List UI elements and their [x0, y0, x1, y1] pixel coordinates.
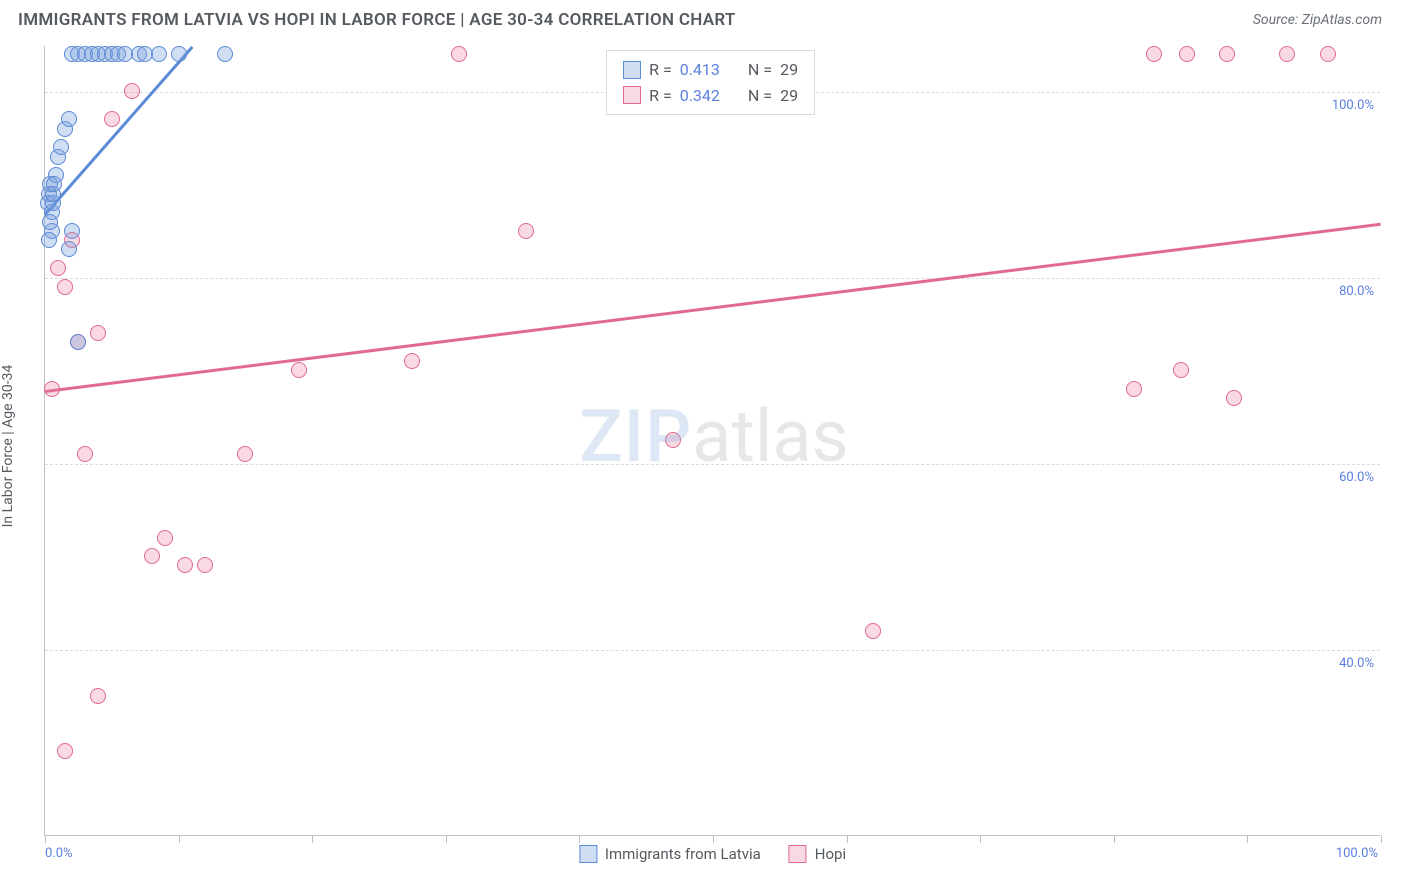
y-tick-label: 40.0%: [1339, 656, 1374, 671]
y-tick-label: 80.0%: [1339, 284, 1374, 299]
data-point-hopi: [177, 557, 193, 573]
data-point-hopi: [77, 446, 93, 462]
legend-swatch: [789, 845, 807, 863]
data-point-hopi: [1173, 362, 1189, 378]
x-tick: [1381, 835, 1382, 843]
y-axis-label: In Labor Force | Age 30-34: [0, 283, 16, 446]
data-point-hopi: [57, 279, 73, 295]
y-tick-label: 100.0%: [1332, 98, 1374, 113]
data-point-hopi: [1126, 381, 1142, 397]
x-tick: [847, 835, 848, 843]
data-point-hopi: [157, 530, 173, 546]
x-tick: [45, 835, 46, 843]
scatter-chart: 40.0%60.0%80.0%100.0%0.0%100.0% ZIPatlas…: [44, 46, 1380, 836]
data-point-hopi: [237, 446, 253, 462]
legend-swatch: [623, 86, 641, 104]
data-point-hopi: [197, 557, 213, 573]
y-tick-label: 60.0%: [1339, 470, 1374, 485]
gridline: [45, 650, 1380, 651]
data-point-hopi: [865, 623, 881, 639]
x-tick-label: 100.0%: [1336, 846, 1378, 861]
legend-r-value: 0.413: [680, 57, 720, 83]
data-point-hopi: [518, 223, 534, 239]
data-point-hopi: [1279, 46, 1295, 62]
legend-item-latvia: Immigrants from Latvia: [579, 845, 761, 863]
data-point-latvia: [151, 46, 167, 62]
legend-swatch: [579, 845, 597, 863]
data-point-hopi: [104, 111, 120, 127]
data-point-latvia: [46, 176, 62, 192]
data-point-hopi: [50, 260, 66, 276]
x-tick: [713, 835, 714, 843]
legend-swatch: [623, 61, 641, 79]
legend-series-label: Immigrants from Latvia: [605, 845, 761, 863]
data-point-hopi: [44, 381, 60, 397]
legend-n-label: N =: [748, 83, 772, 109]
legend-series-label: Hopi: [815, 845, 846, 863]
x-tick: [1247, 835, 1248, 843]
data-point-latvia: [217, 46, 233, 62]
data-point-hopi: [1219, 46, 1235, 62]
data-point-hopi: [1179, 46, 1195, 62]
data-point-latvia: [64, 223, 80, 239]
legend-r-label: R =: [649, 57, 672, 83]
data-point-hopi: [57, 743, 73, 759]
gridline: [45, 464, 1380, 465]
data-point-latvia: [53, 139, 69, 155]
data-point-hopi: [404, 353, 420, 369]
data-point-latvia: [61, 111, 77, 127]
gridline: [45, 278, 1380, 279]
legend-row: R = 0.342 N = 29: [623, 83, 798, 109]
data-point-hopi: [291, 362, 307, 378]
x-tick: [179, 835, 180, 843]
x-tick: [980, 835, 981, 843]
legend-n-value: 29: [780, 83, 798, 109]
data-point-latvia: [42, 214, 58, 230]
source-label: Source: ZipAtlas.com: [1253, 12, 1382, 28]
data-point-hopi: [90, 325, 106, 341]
x-tick: [312, 835, 313, 843]
data-point-hopi: [451, 46, 467, 62]
data-point-hopi: [90, 688, 106, 704]
data-point-latvia: [171, 46, 187, 62]
legend-row: R = 0.413 N = 29: [623, 57, 798, 83]
legend-n-label: N =: [748, 57, 772, 83]
data-point-latvia: [41, 232, 57, 248]
legend-r-value: 0.342: [680, 83, 720, 109]
legend-n-value: 29: [780, 57, 798, 83]
data-point-latvia: [70, 334, 86, 350]
x-tick: [1114, 835, 1115, 843]
x-tick: [446, 835, 447, 843]
chart-title: IMMIGRANTS FROM LATVIA VS HOPI IN LABOR …: [18, 10, 736, 30]
data-point-hopi: [1320, 46, 1336, 62]
data-point-hopi: [144, 548, 160, 564]
x-tick-label: 0.0%: [45, 846, 73, 861]
x-tick: [579, 835, 580, 843]
series-legend: Immigrants from Latvia Hopi: [579, 845, 846, 863]
data-point-hopi: [1146, 46, 1162, 62]
legend-r-label: R =: [649, 83, 672, 109]
data-point-hopi: [124, 83, 140, 99]
data-point-hopi: [1226, 390, 1242, 406]
data-point-latvia: [61, 241, 77, 257]
correlation-legend: R = 0.413 N = 29 R = 0.342 N = 29: [606, 50, 815, 115]
legend-item-hopi: Hopi: [789, 845, 846, 863]
data-point-hopi: [665, 432, 681, 448]
